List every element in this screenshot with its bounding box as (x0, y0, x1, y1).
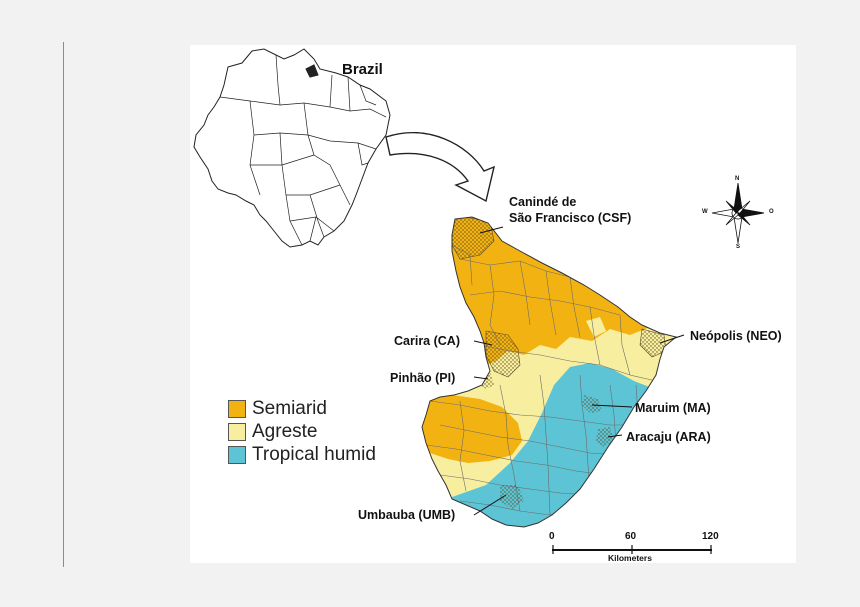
legend-label-agreste: Agreste (252, 420, 318, 442)
legend-swatch-agreste (228, 422, 246, 441)
site-label-pinhao: Pinhão (PI) (390, 371, 456, 385)
map-legend: Semiarid Agreste Tropical humid (228, 397, 376, 466)
compass-north-label: N (735, 176, 740, 182)
compass-east-label: O (769, 209, 774, 215)
brazil-inset-map (193, 48, 391, 248)
site-label-carira: Carira (CA) (394, 334, 460, 348)
site-label-csf-line2: São Francisco (CSF) (509, 210, 632, 225)
scale-tick-120: 120 (702, 531, 719, 542)
legend-item-semiarid: Semiarid (228, 397, 376, 420)
scale-tick-0: 0 (549, 531, 555, 542)
scale-bar (552, 545, 712, 554)
compass-south-label: S (736, 244, 741, 250)
site-leader-lines (473, 226, 685, 516)
legend-item-agreste: Agreste (228, 420, 376, 443)
legend-label-tropical-humid: Tropical humid (252, 443, 376, 465)
country-label: Brazil (342, 61, 383, 78)
site-label-umbauba: Umbauba (UMB) (358, 508, 456, 522)
site-label-neopolis: Neópolis (NEO) (690, 329, 782, 343)
site-label-maruim: Maruim (MA) (635, 401, 711, 415)
site-label-csf-line1: Canindé de (509, 195, 577, 209)
legend-swatch-tropical-humid (228, 445, 246, 464)
legend-swatch-semiarid (228, 399, 246, 418)
compass-rose-icon (711, 182, 765, 244)
map-figure: Brazil Canindé de São Francisco (CSF) Ca… (190, 45, 796, 563)
scale-unit-label: Kilometers (608, 553, 652, 563)
arrow-icon (385, 132, 495, 203)
scale-tick-60: 60 (625, 531, 637, 542)
legend-item-tropical-humid: Tropical humid (228, 443, 376, 466)
compass-west-label: W (702, 209, 708, 215)
site-label-aracaju: Aracaju (ARA) (626, 430, 711, 444)
map-svg (193, 48, 765, 554)
legend-label-semiarid: Semiarid (252, 397, 327, 419)
site-label-csf: Canindé de São Francisco (CSF) (509, 195, 631, 226)
page-divider (63, 42, 64, 567)
